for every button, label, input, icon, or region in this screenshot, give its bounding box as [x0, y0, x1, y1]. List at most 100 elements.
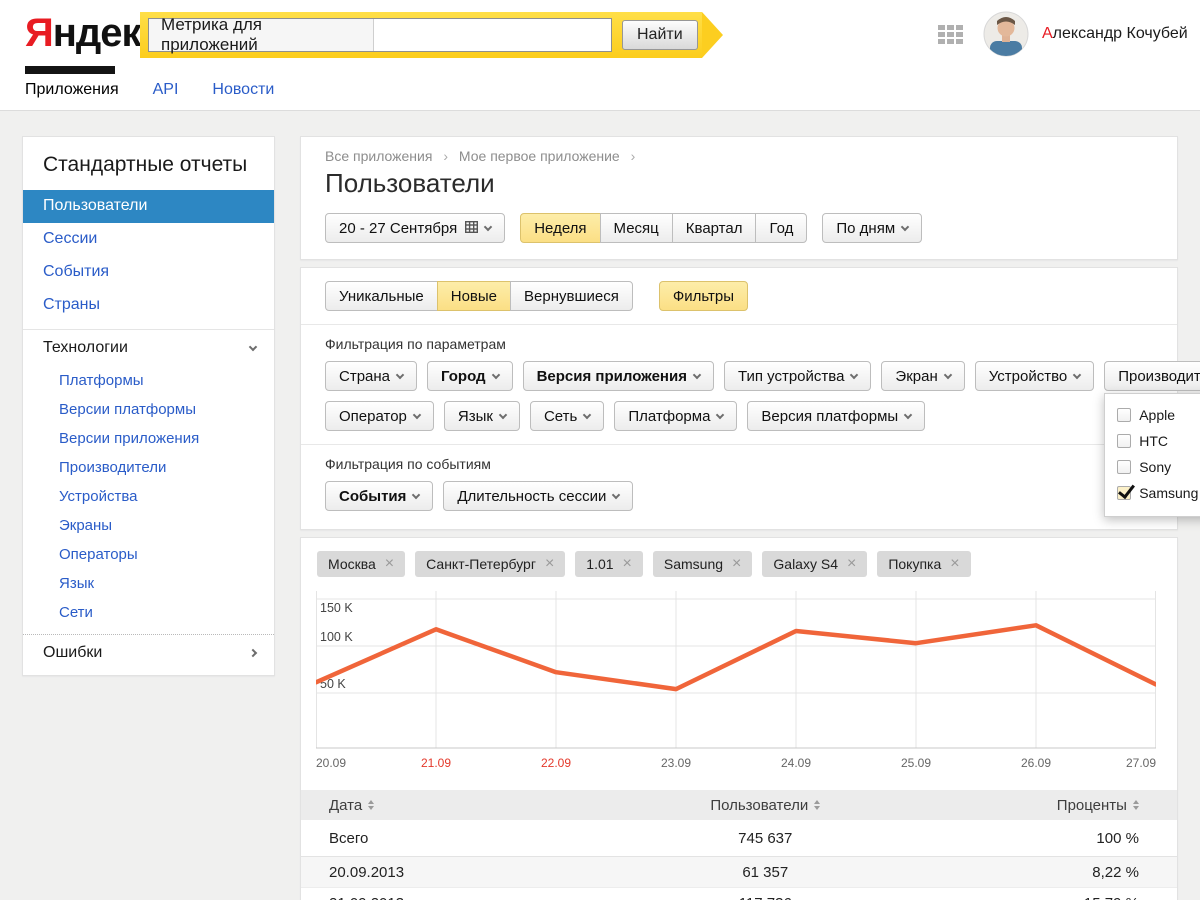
nav-item-api[interactable]: API: [153, 81, 179, 99]
filter-country[interactable]: Страна: [325, 361, 417, 391]
sidebar-item-countries[interactable]: Страны: [23, 289, 274, 322]
checkbox[interactable]: [1117, 434, 1131, 448]
sidebar-item-users[interactable]: Пользователи: [23, 190, 274, 223]
group-by-dropdown[interactable]: По дням: [822, 213, 922, 243]
filter-label: Длительность сессии: [457, 488, 606, 505]
cell-date: 21.09.2013: [301, 895, 599, 900]
column-header-users[interactable]: Пользователи: [710, 797, 820, 814]
filter-manufacturer[interactable]: Производитель: [1104, 361, 1200, 391]
dropdown-option-sony[interactable]: Sony: [1105, 454, 1200, 480]
sidebar-section-errors[interactable]: Ошибки: [23, 635, 274, 671]
svg-text:150 K: 150 K: [320, 601, 353, 615]
sidebar-item-events[interactable]: События: [23, 256, 274, 289]
filters-toggle-button[interactable]: Фильтры: [659, 281, 748, 311]
sidebar-item-networks[interactable]: Сети: [23, 598, 274, 627]
breadcrumb-separator: ›: [631, 148, 636, 164]
filter-app-version[interactable]: Версия приложения: [523, 361, 714, 391]
search-input[interactable]: [374, 19, 611, 51]
filter-operator[interactable]: Оператор: [325, 401, 434, 431]
sidebar-item-screens[interactable]: Экраны: [23, 511, 274, 540]
svg-text:27.09: 27.09: [1126, 756, 1156, 770]
content-area: Стандартные отчеты Пользователи Сессии С…: [0, 111, 1200, 900]
checkbox[interactable]: [1117, 460, 1131, 474]
sidebar-title: Стандартные отчеты: [23, 137, 274, 190]
dropdown-option-htc[interactable]: HTC: [1105, 428, 1200, 454]
filter-session-duration[interactable]: Длительность сессии: [443, 481, 633, 511]
date-range-label: 20 - 27 Сентября: [339, 220, 457, 237]
breadcrumb-my-first-app[interactable]: Мое первое приложение: [459, 148, 620, 164]
search-bar: Метрика для приложений Найти: [140, 12, 702, 58]
sidebar-item-devices[interactable]: Устройства: [23, 482, 274, 511]
date-range-button[interactable]: 20 - 27 Сентября: [325, 213, 505, 243]
dropdown-option-apple[interactable]: Apple: [1105, 402, 1200, 428]
apps-grid-icon[interactable]: [938, 25, 965, 46]
checkbox-checked[interactable]: [1117, 486, 1131, 500]
user-name[interactable]: Александр Кочубей: [1042, 25, 1188, 43]
column-header-percent[interactable]: Проценты: [1057, 797, 1139, 814]
period-tab-year[interactable]: Год: [755, 213, 807, 243]
chip-version: 1.01 ×: [575, 551, 643, 577]
column-header-date[interactable]: Дата: [329, 797, 374, 814]
avatar[interactable]: [983, 11, 1029, 57]
sidebar-item-language[interactable]: Язык: [23, 569, 274, 598]
active-filter-chips: Москва× Санкт-Петербург× 1.01× Samsung× …: [301, 551, 1177, 577]
segment-tab-new[interactable]: Новые: [437, 281, 511, 311]
search-scope-label[interactable]: Метрика для приложений: [149, 19, 374, 51]
manufacturer-dropdown: Apple HTC Sony Samsung: [1104, 393, 1200, 517]
filter-city[interactable]: Город: [427, 361, 513, 391]
period-tab-month[interactable]: Месяц: [600, 213, 673, 243]
table-total-row: Всего 745 637 100 %: [301, 820, 1177, 857]
period-tab-quarter[interactable]: Квартал: [672, 213, 757, 243]
remove-chip-icon[interactable]: ×: [623, 556, 632, 572]
filter-label: Производитель: [1118, 368, 1200, 385]
sidebar-item-sessions[interactable]: Сессии: [23, 223, 274, 256]
filter-language[interactable]: Язык: [444, 401, 520, 431]
chip-label: 1.01: [586, 556, 613, 572]
chevron-down-icon: [716, 411, 724, 419]
filter-events[interactable]: События: [325, 481, 433, 511]
total-label: Всего: [301, 830, 599, 847]
group-by-label: По дням: [836, 220, 895, 237]
dropdown-option-samsung[interactable]: Samsung: [1105, 480, 1200, 506]
filter-device-type[interactable]: Тип устройства: [724, 361, 871, 391]
remove-chip-icon[interactable]: ×: [732, 556, 741, 572]
segment-tab-returning[interactable]: Вернувшиеся: [510, 281, 633, 311]
cell-users: 61 357: [599, 864, 932, 881]
filter-device[interactable]: Устройство: [975, 361, 1094, 391]
chip-saint-petersburg: Санкт-Петербург×: [415, 551, 565, 577]
checkbox[interactable]: [1117, 408, 1131, 422]
filters-card: Уникальные Новые Вернувшиеся Фильтры Фил…: [300, 267, 1178, 530]
option-label: Apple: [1139, 407, 1175, 423]
segment-tab-unique[interactable]: Уникальные: [325, 281, 438, 311]
title-card: Все приложения › Мое первое приложение ›…: [300, 136, 1178, 260]
top-header: Яндекс Метрика для приложений Найти Алек…: [0, 0, 1200, 70]
remove-chip-icon[interactable]: ×: [950, 556, 959, 572]
filter-label: Устройство: [989, 368, 1067, 385]
remove-chip-icon[interactable]: ×: [385, 556, 394, 572]
filter-label: Оператор: [339, 408, 407, 425]
divider: [301, 444, 1177, 445]
filter-platform-version[interactable]: Версия платформы: [747, 401, 925, 431]
sort-icon: [368, 800, 374, 810]
nav-item-applications[interactable]: Приложения: [25, 81, 119, 99]
cell-percent: 15,79 %: [932, 895, 1177, 900]
filter-network[interactable]: Сеть: [530, 401, 604, 431]
nav-item-news[interactable]: Новости: [212, 81, 274, 99]
sidebar-item-app-versions[interactable]: Версии приложения: [23, 424, 274, 453]
sidebar-item-platform-versions[interactable]: Версии платформы: [23, 395, 274, 424]
user-name-rest: лександр Кочубей: [1053, 25, 1188, 42]
main-column: Все приложения › Мое первое приложение ›…: [300, 136, 1178, 900]
period-tab-week[interactable]: Неделя: [520, 213, 600, 243]
sort-icon: [1133, 800, 1139, 810]
sidebar-item-operators[interactable]: Операторы: [23, 540, 274, 569]
sidebar-section-technologies[interactable]: Технологии: [23, 330, 274, 366]
search-button[interactable]: Найти: [622, 20, 698, 50]
sidebar-item-platforms[interactable]: Платформы: [23, 366, 274, 395]
filter-screen[interactable]: Экран: [881, 361, 964, 391]
filter-platform[interactable]: Платформа: [614, 401, 737, 431]
remove-chip-icon[interactable]: ×: [847, 556, 856, 572]
reports-sidebar: Стандартные отчеты Пользователи Сессии С…: [22, 136, 275, 676]
sidebar-item-manufacturers[interactable]: Производители: [23, 453, 274, 482]
breadcrumb-all-apps[interactable]: Все приложения: [325, 148, 432, 164]
remove-chip-icon[interactable]: ×: [545, 556, 554, 572]
